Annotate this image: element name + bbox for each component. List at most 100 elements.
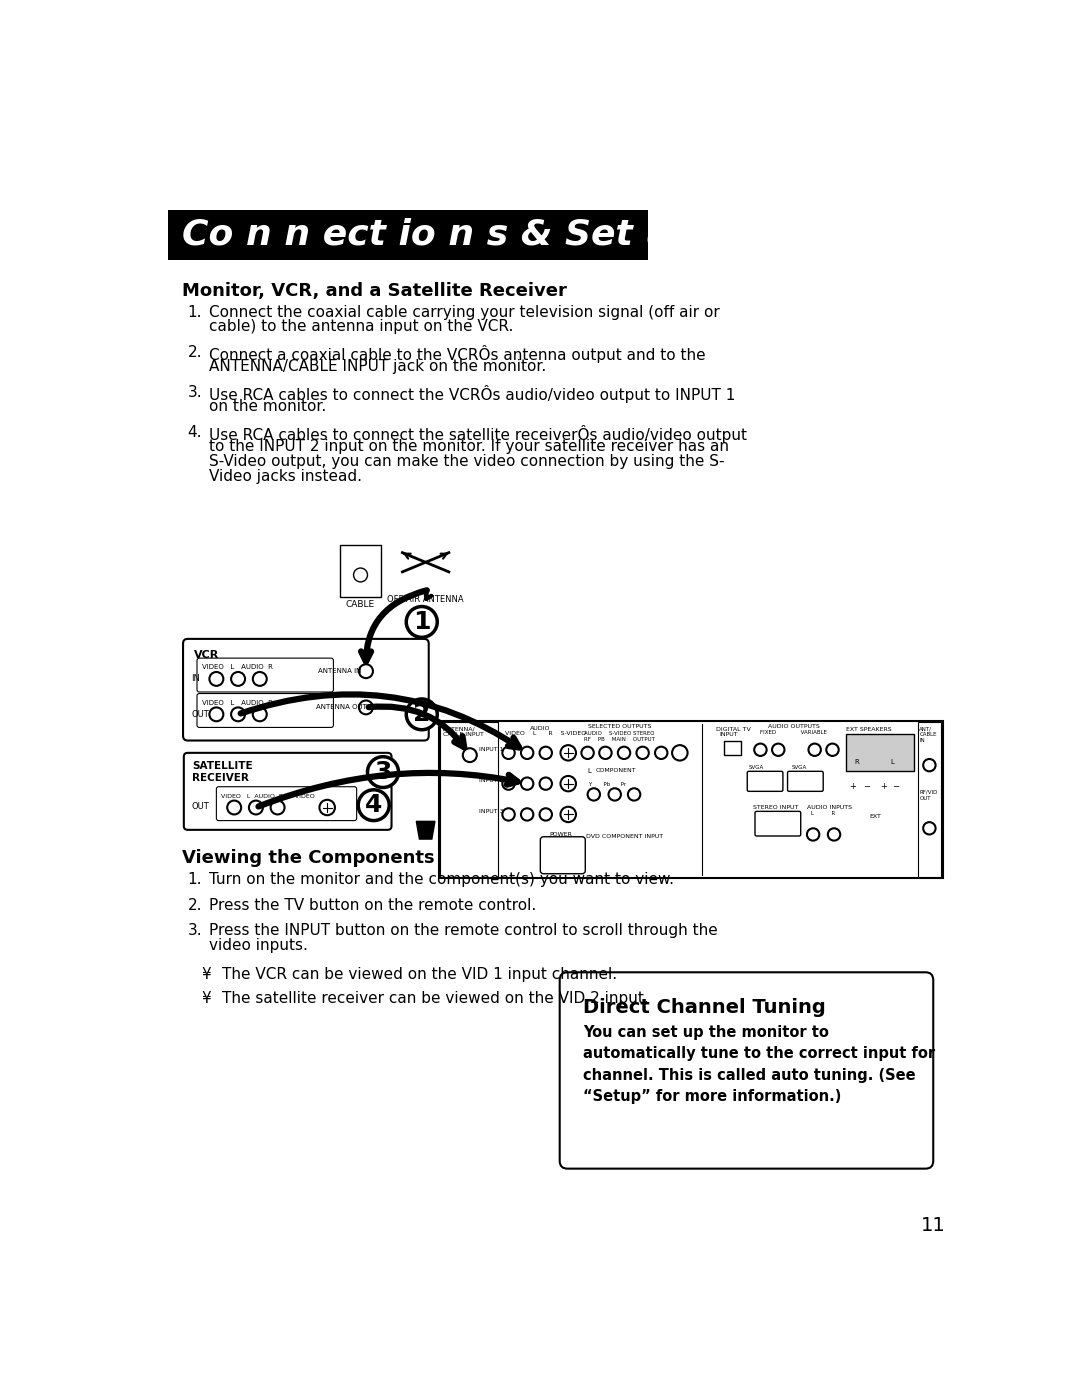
Text: Connect a coaxial cable to the VCRÔs antenna output and to the: Connect a coaxial cable to the VCRÔs ant… (210, 345, 706, 363)
Text: AUDIO INPUTS: AUDIO INPUTS (807, 805, 852, 810)
Text: 3: 3 (375, 760, 392, 784)
Text: SVGA: SVGA (748, 766, 764, 770)
Text: AUDIO OUTPUTS: AUDIO OUTPUTS (768, 724, 820, 729)
FancyBboxPatch shape (216, 787, 356, 820)
Text: VIDEO   L   AUDIO  R: VIDEO L AUDIO R (202, 665, 272, 671)
FancyBboxPatch shape (540, 837, 585, 873)
Text: VIDEO   L  AUDIO  R   S-VIDEO: VIDEO L AUDIO R S-VIDEO (221, 793, 314, 799)
Text: INPUT: INPUT (719, 732, 738, 738)
Text: ¥: ¥ (202, 990, 212, 1006)
Text: Use RCA cables to connect the VCRÔs audio/video output to INPUT 1: Use RCA cables to connect the VCRÔs audi… (210, 384, 735, 402)
Text: 1.: 1. (188, 872, 202, 887)
Text: FIXED              VARIABLE: FIXED VARIABLE (760, 729, 827, 735)
Bar (340, 545, 380, 598)
Text: ANTENNA/CABLE INPUT jack on the monitor.: ANTENNA/CABLE INPUT jack on the monitor. (210, 359, 546, 374)
Text: EXT: EXT (869, 814, 881, 820)
FancyBboxPatch shape (183, 638, 429, 740)
Text: DVD COMPONENT INPUT: DVD COMPONENT INPUT (586, 834, 663, 840)
Text: Use RCA cables to connect the satellite receiverÔs audio/video output: Use RCA cables to connect the satellite … (210, 425, 747, 443)
Text: L: L (890, 759, 894, 766)
Circle shape (359, 789, 389, 820)
Text: 2.: 2. (188, 345, 202, 360)
Text: −: − (892, 782, 900, 791)
Circle shape (406, 698, 437, 729)
Text: 4: 4 (365, 793, 382, 817)
Text: Viewing the Components: Viewing the Components (181, 849, 434, 868)
FancyBboxPatch shape (747, 771, 783, 791)
Text: 3.: 3. (188, 384, 202, 400)
FancyBboxPatch shape (755, 812, 800, 835)
Text: IN: IN (191, 675, 201, 683)
Text: Press the TV button on the remote control.: Press the TV button on the remote contro… (210, 898, 537, 912)
Text: video inputs.: video inputs. (210, 937, 308, 953)
Text: 2: 2 (413, 703, 431, 726)
Text: ANT/
CABLE
IN: ANT/ CABLE IN (919, 726, 936, 743)
Text: The VCR can be viewed on the VID 1 input channel.: The VCR can be viewed on the VID 1 input… (221, 967, 617, 982)
Text: 4.: 4. (188, 425, 202, 440)
Text: CABLE INPUT: CABLE INPUT (444, 732, 484, 738)
Text: 11: 11 (921, 1217, 946, 1235)
Bar (441, 722, 499, 877)
Circle shape (367, 757, 399, 788)
Text: Connect the coaxial cable carrying your television signal (off air or: Connect the coaxial cable carrying your … (210, 305, 720, 320)
Text: VCR: VCR (194, 650, 219, 659)
Text: VIDEO   L   AUDIO  R: VIDEO L AUDIO R (202, 700, 272, 705)
Text: OUT: OUT (191, 802, 210, 812)
Text: Co n n ect io n s & Set up: Co n n ect io n s & Set up (181, 218, 697, 251)
Text: RF/VID
OUT: RF/VID OUT (919, 789, 937, 800)
Text: R: R (854, 759, 859, 766)
Text: SELECTED OUTPUTS: SELECTED OUTPUTS (588, 725, 651, 729)
Text: RF    PB    MAIN    OUTPUT: RF PB MAIN OUTPUT (583, 736, 654, 742)
FancyBboxPatch shape (197, 658, 334, 692)
Text: AUDIO: AUDIO (529, 726, 550, 731)
Text: ANTENNA IN: ANTENNA IN (318, 668, 362, 675)
Text: COMPONENT: COMPONENT (595, 768, 636, 774)
Text: ANTENNA OUT: ANTENNA OUT (315, 704, 366, 710)
Bar (438, 721, 943, 879)
Text: The satellite receiver can be viewed on the VID 2 input.: The satellite receiver can be viewed on … (221, 990, 649, 1006)
Text: +: + (850, 782, 856, 791)
Bar (167, 210, 648, 260)
Text: −: − (863, 782, 869, 791)
Text: DIGITAL TV: DIGITAL TV (716, 726, 751, 732)
FancyBboxPatch shape (197, 693, 334, 728)
Text: Press the INPUT button on the remote control to scroll through the: Press the INPUT button on the remote con… (210, 923, 718, 937)
Text: 1: 1 (413, 610, 431, 634)
Circle shape (406, 606, 437, 637)
Text: ANTENNA/: ANTENNA/ (444, 726, 476, 732)
Text: Monitor, VCR, and a Satellite Receiver: Monitor, VCR, and a Satellite Receiver (181, 282, 566, 299)
FancyBboxPatch shape (787, 771, 823, 791)
Text: AUDIO    S-VIDEO STEREO: AUDIO S-VIDEO STEREO (583, 731, 654, 736)
Text: ¥: ¥ (202, 967, 212, 982)
Text: OUT: OUT (191, 710, 210, 719)
Text: OFF AIR ANTENNA: OFF AIR ANTENNA (388, 595, 464, 604)
Text: You can set up the monitor to
automatically tune to the correct input for
channe: You can set up the monitor to automatica… (583, 1024, 935, 1105)
Text: S-Video output, you can make the video connection by using the S-: S-Video output, you can make the video c… (210, 454, 725, 469)
Text: POWER: POWER (550, 833, 572, 837)
Text: EXT SPEAKERS: EXT SPEAKERS (846, 726, 891, 732)
Text: 2.: 2. (188, 898, 202, 912)
Text: 3.: 3. (188, 923, 202, 937)
Text: VIDEO    L      R    S-VIDEO: VIDEO L R S-VIDEO (504, 731, 586, 736)
Text: SVGA: SVGA (792, 766, 807, 770)
Text: SATELLITE
RECEIVER: SATELLITE RECEIVER (192, 761, 253, 782)
Text: on the monitor.: on the monitor. (210, 400, 326, 415)
Text: STEREO INPUT: STEREO INPUT (753, 805, 798, 810)
Text: L: L (588, 768, 592, 774)
Text: CABLE: CABLE (346, 601, 375, 609)
Text: Direct Channel Tuning: Direct Channel Tuning (583, 999, 826, 1017)
Bar (724, 742, 741, 756)
Text: INPUT 2: INPUT 2 (480, 778, 503, 784)
Polygon shape (416, 821, 435, 840)
Text: to the INPUT 2 input on the monitor. If your satellite receiver has an: to the INPUT 2 input on the monitor. If … (210, 440, 729, 454)
Text: Y       Pb      Pr: Y Pb Pr (588, 782, 625, 787)
Text: cable) to the antenna input on the VCR.: cable) to the antenna input on the VCR. (210, 320, 514, 334)
Text: Turn on the monitor and the component(s) you want to view.: Turn on the monitor and the component(s)… (210, 872, 674, 887)
Bar (918, 722, 941, 877)
Text: Video jacks instead.: Video jacks instead. (210, 469, 363, 483)
Text: L          R: L R (811, 812, 835, 816)
Bar (846, 733, 914, 771)
Text: 1.: 1. (188, 305, 202, 320)
FancyBboxPatch shape (559, 972, 933, 1169)
Text: INPUT 3: INPUT 3 (480, 809, 503, 814)
